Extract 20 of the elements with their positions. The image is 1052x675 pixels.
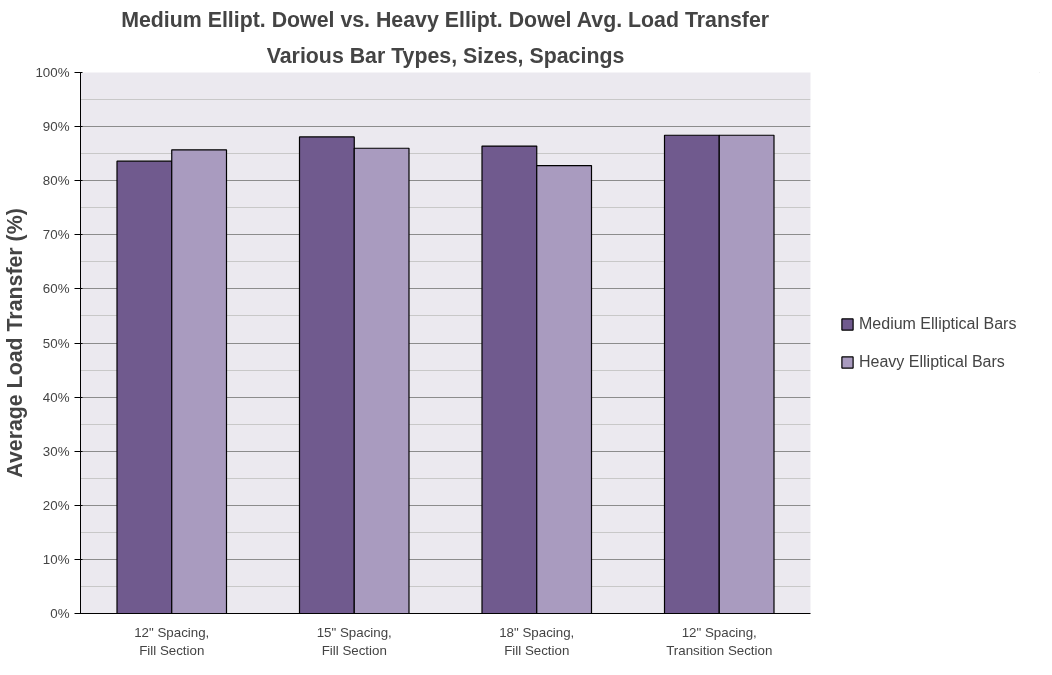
x-tick-label: 12" Spacing, Fill Section — [134, 624, 210, 658]
y-axis-title: Average Load Transfer (%) — [3, 208, 28, 478]
legend-label: Heavy Elliptical Bars — [859, 352, 1005, 371]
x-tick-label: 18" Spacing, Fill Section — [499, 624, 575, 658]
y-tick-label: 10% — [42, 551, 70, 567]
y-tick-label: 70% — [42, 227, 70, 243]
y-tick-label: 80% — [42, 173, 70, 189]
y-tick-label: 0% — [50, 606, 70, 621]
x-tick-label: 15" Spacing, Fill Section — [316, 624, 392, 658]
y-tick-label: 100% — [35, 65, 70, 80]
y-tick-label: 90% — [42, 119, 70, 135]
y-tick-label: 50% — [42, 335, 70, 351]
y-tick-label: 60% — [42, 281, 70, 297]
y-tick-label: 30% — [42, 443, 70, 459]
x-tick-label: 12" Spacing, Transition Section — [666, 624, 773, 658]
legend-label: Medium Elliptical Bars — [859, 314, 1017, 333]
y-tick-label: 20% — [42, 497, 70, 513]
y-tick-label: 40% — [42, 389, 70, 405]
chart-subtitle: Various Bar Types, Sizes, Spacings — [266, 43, 625, 68]
chart-title: Medium Ellipt. Dowel vs. Heavy Ellipt. Dowel Avg. Load Transfer — [121, 7, 770, 32]
